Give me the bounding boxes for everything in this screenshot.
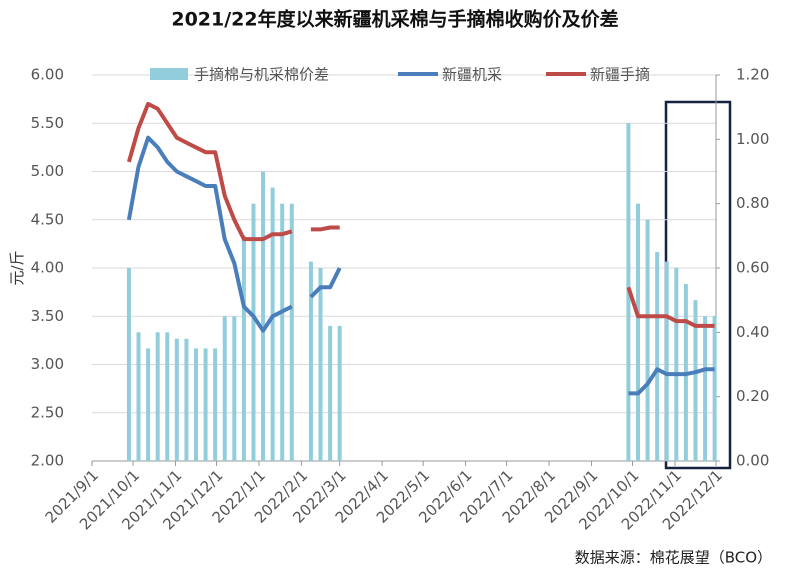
- y-tick-label: 2.00: [31, 452, 64, 470]
- bar: [203, 348, 208, 461]
- bar: [222, 316, 227, 461]
- y2-tick-label: 1.00: [736, 130, 769, 148]
- y-tick-label: 2.50: [31, 403, 64, 421]
- bar: [165, 332, 170, 461]
- y2-tick-label: 0.00: [736, 452, 769, 470]
- bar: [155, 332, 160, 461]
- y-tick-label: 4.50: [31, 210, 64, 228]
- bar: [126, 268, 131, 461]
- legend-label: 新疆手摘: [590, 66, 650, 84]
- bar: [213, 348, 218, 461]
- bar: [318, 268, 323, 461]
- y2-tick-label: 0.20: [736, 387, 769, 405]
- bar: [645, 219, 650, 461]
- bar: [655, 251, 660, 461]
- y-tick-label: 4.00: [31, 259, 64, 277]
- y2-tick-label: 0.80: [736, 194, 769, 212]
- line: [126, 135, 715, 396]
- chart-title: 2021/22年度以来新疆机采棉与手摘棉收购价及价差: [171, 8, 618, 31]
- y2-tick-label: 0.40: [736, 323, 769, 341]
- bar: [328, 325, 333, 461]
- bar: [712, 316, 717, 461]
- source-note: 数据来源：棉花展望（BCO）: [575, 549, 772, 567]
- bar: [146, 348, 151, 461]
- bar: [664, 261, 669, 461]
- bar: [337, 325, 342, 461]
- bar: [289, 203, 294, 461]
- bar: [308, 261, 313, 461]
- legend-label: 新疆机采: [442, 66, 502, 84]
- bar: [703, 316, 708, 461]
- y-tick-label: 5.00: [31, 162, 64, 180]
- bar: [693, 300, 698, 461]
- legend-label: 手摘棉与机采棉价差: [194, 66, 329, 84]
- bar: [261, 171, 266, 461]
- y-tick-label: 5.50: [31, 114, 64, 132]
- bar: [174, 338, 179, 461]
- legend-swatch: [150, 68, 188, 80]
- bar: [636, 203, 640, 461]
- y-tick-label: 3.50: [31, 307, 64, 325]
- bar: [241, 235, 246, 461]
- y-axis-label: 元/斤: [8, 250, 26, 285]
- line: [126, 101, 715, 328]
- y2-tick-label: 0.60: [736, 259, 769, 277]
- bar: [674, 268, 679, 461]
- bar: [184, 338, 189, 461]
- y-tick-label: 6.00: [31, 66, 64, 84]
- y-tick-label: 3.00: [31, 355, 64, 373]
- y2-tick-label: 1.20: [736, 66, 769, 84]
- bar: [194, 348, 198, 461]
- bar: [136, 332, 141, 461]
- bar: [251, 203, 256, 461]
- bar: [280, 203, 285, 461]
- bar: [270, 187, 275, 462]
- bar: [232, 316, 237, 461]
